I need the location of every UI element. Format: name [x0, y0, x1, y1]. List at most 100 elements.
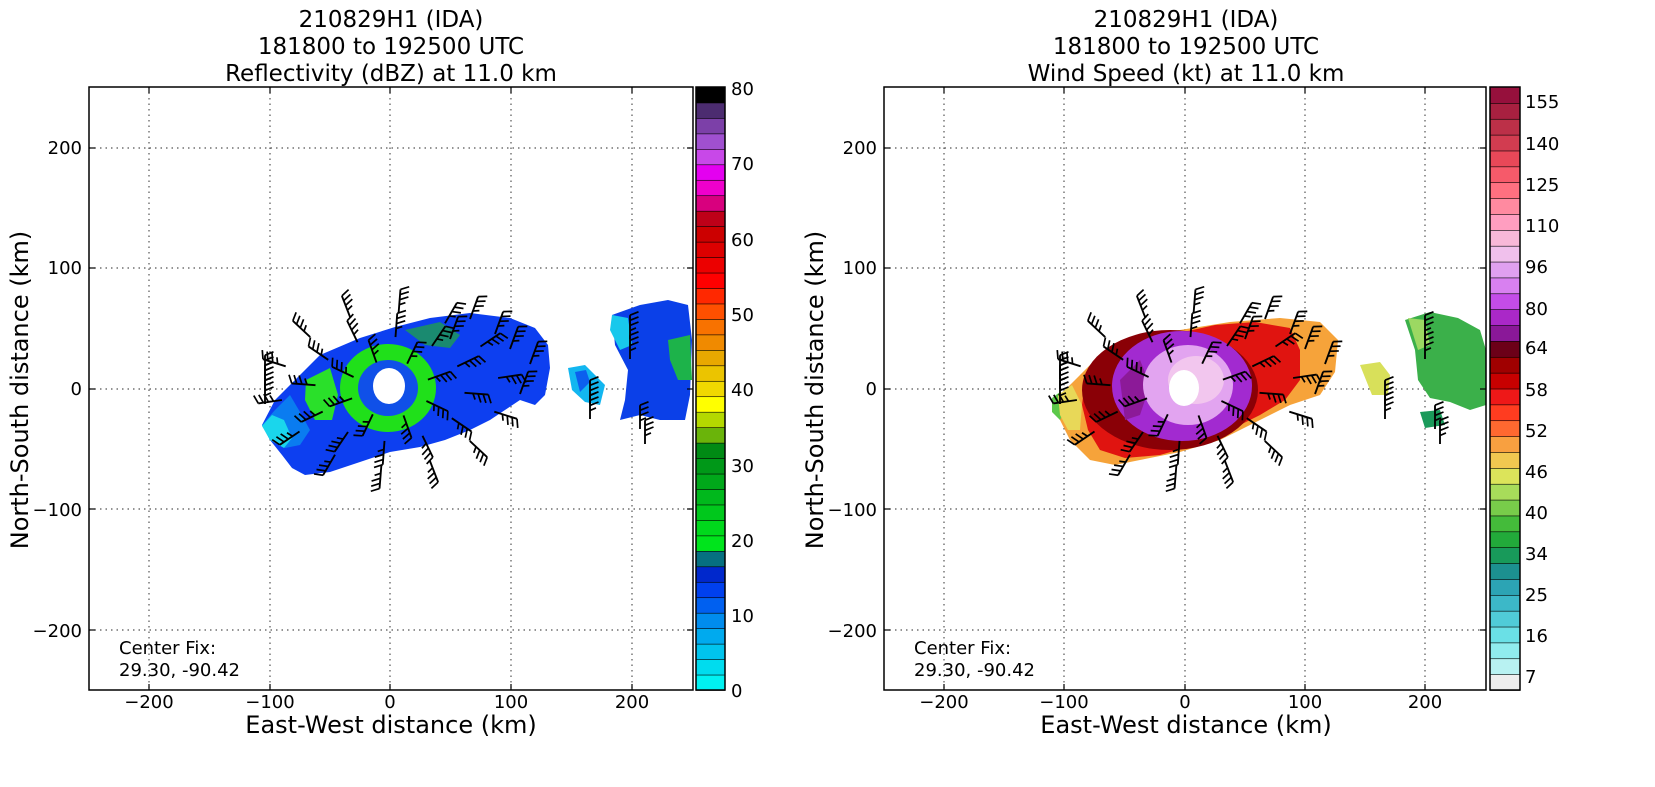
- left-colorbar-segment: [695, 473, 726, 490]
- right-colorbar-segment: [1489, 404, 1521, 422]
- right-colorbar-segment: [1489, 229, 1521, 247]
- right-colorbar-label: 80: [1525, 299, 1548, 320]
- right-wind-barb: [1053, 349, 1085, 368]
- left-ytick: 100: [48, 258, 82, 279]
- right-center-fix-value: 29.30, -90.42: [914, 660, 1035, 681]
- left-title-line-1: 210829H1 (IDA): [299, 7, 484, 33]
- right-xtick: 200: [1408, 692, 1442, 713]
- left-colorbar-segment: [695, 287, 726, 305]
- right-wind-barb: [1134, 288, 1155, 320]
- right-colorbar: [1489, 86, 1521, 691]
- right-colorbar-segment: [1489, 356, 1521, 374]
- wind-speed-panel: 210829H1 (IDA) 181800 to 192500 UTC Wind…: [801, 7, 1559, 739]
- right-wind-barb: [1285, 410, 1317, 429]
- left-colorbar-segment: [695, 210, 726, 227]
- left-ytick: −100: [33, 500, 82, 521]
- left-grid: [89, 87, 693, 690]
- left-colorbar-segment: [695, 457, 726, 475]
- right-colorbar-segment: [1489, 467, 1521, 485]
- right-plot-area: [884, 87, 1486, 690]
- left-colorbar-segment: [695, 225, 726, 243]
- right-wind-field: [1052, 312, 1486, 465]
- left-teal-patch: [405, 322, 460, 348]
- left-colorbar-label: 50: [731, 305, 754, 326]
- right-colorbar-segment: [1489, 277, 1521, 295]
- left-east-cyan: [610, 315, 632, 350]
- right-colorbar-segment: [1489, 610, 1521, 628]
- right-xtick: 100: [1288, 692, 1322, 713]
- right-wind-barb: [1215, 458, 1236, 490]
- right-colorbar-segment: [1489, 86, 1521, 104]
- right-colorbar-segment: [1489, 245, 1521, 263]
- right-colorbar-segment: [1489, 546, 1521, 564]
- right-colorbar-segment: [1489, 181, 1521, 199]
- left-colorbar-label: 80: [731, 79, 754, 100]
- left-mid-cells-b: [575, 370, 590, 392]
- left-xtick: −200: [124, 692, 173, 713]
- right-wind-barb: [1084, 311, 1112, 339]
- right-colorbar-label: 58: [1525, 380, 1548, 401]
- left-colorbar-segment: [695, 148, 726, 166]
- left-xtick: −100: [245, 692, 294, 713]
- left-colorbar-segment: [695, 519, 726, 537]
- left-colorbar-segment: [695, 334, 726, 351]
- left-center-fix-value: 29.30, -90.42: [119, 660, 240, 681]
- right-colorbar-segment: [1489, 340, 1521, 358]
- right-colorbar-label: 46: [1525, 462, 1548, 483]
- right-colorbar-label: 7: [1525, 667, 1536, 688]
- right-colorbar-segment: [1489, 626, 1521, 644]
- left-axis-ticks: [89, 87, 693, 690]
- left-colorbar-segment: [695, 442, 726, 459]
- left-colorbar-segment: [695, 272, 726, 289]
- left-colorbar-segment: [695, 550, 726, 568]
- left-colorbar-segment: [695, 86, 726, 104]
- right-colorbar-label: 155: [1525, 92, 1559, 113]
- right-title-line-2: 181800 to 192500 UTC: [1053, 34, 1319, 60]
- right-xtick: −100: [1039, 692, 1088, 713]
- right-colorbar-label: 16: [1525, 626, 1548, 647]
- right-colorbar-segment: [1489, 388, 1521, 406]
- right-colorbar-segment: [1489, 197, 1521, 215]
- left-colorbar-label: 60: [731, 230, 754, 251]
- left-colorbar-frame: [695, 86, 726, 691]
- left-wind-barb: [420, 458, 441, 490]
- left-colorbar-segment: [695, 349, 726, 367]
- left-wind-barb: [258, 349, 290, 368]
- left-xtick: 100: [494, 692, 528, 713]
- left-colorbar-segment: [695, 411, 726, 428]
- right-colorbar-segment: [1489, 451, 1521, 469]
- left-colorbar-segment: [695, 117, 726, 135]
- right-ytick: −100: [828, 500, 877, 521]
- left-wind-barb: [369, 463, 383, 493]
- right-wind-barb: [1192, 285, 1206, 315]
- left-colorbar-label: 40: [731, 380, 754, 401]
- left-wind-barb: [289, 311, 317, 339]
- right-colorbar-segment: [1489, 102, 1521, 120]
- right-colorbar-segment: [1489, 642, 1521, 660]
- right-grid: [884, 87, 1486, 690]
- left-band-cyan: [262, 415, 292, 448]
- right-colorbar-segment: [1489, 308, 1521, 326]
- left-wind-barb: [463, 439, 491, 467]
- left-y-axis-label: North-South distance (km): [6, 231, 34, 550]
- right-wind-barb: [1258, 439, 1286, 467]
- left-colorbar-segment: [695, 643, 726, 660]
- left-ytick: 200: [48, 138, 82, 159]
- left-colorbar-segment: [695, 380, 726, 398]
- left-green-west: [305, 368, 338, 420]
- right-colorbar-segment: [1489, 261, 1521, 279]
- right-colorbar-label: 40: [1525, 503, 1548, 524]
- left-colorbar-segment: [695, 504, 726, 521]
- left-east-green: [668, 335, 692, 380]
- left-colorbar-segment: [695, 535, 726, 552]
- right-colorbar-label: 96: [1525, 257, 1548, 278]
- left-wind-barb: [339, 288, 360, 320]
- left-colorbar-segment: [695, 488, 726, 506]
- left-colorbar-segment: [695, 612, 726, 629]
- right-colorbar-segment: [1489, 578, 1521, 596]
- left-colorbar-segment: [695, 581, 726, 599]
- right-colorbar-segment: [1489, 562, 1521, 580]
- left-colorbar-segment: [695, 241, 726, 258]
- left-colorbar: [695, 86, 726, 691]
- right-east-yellow: [1360, 362, 1390, 395]
